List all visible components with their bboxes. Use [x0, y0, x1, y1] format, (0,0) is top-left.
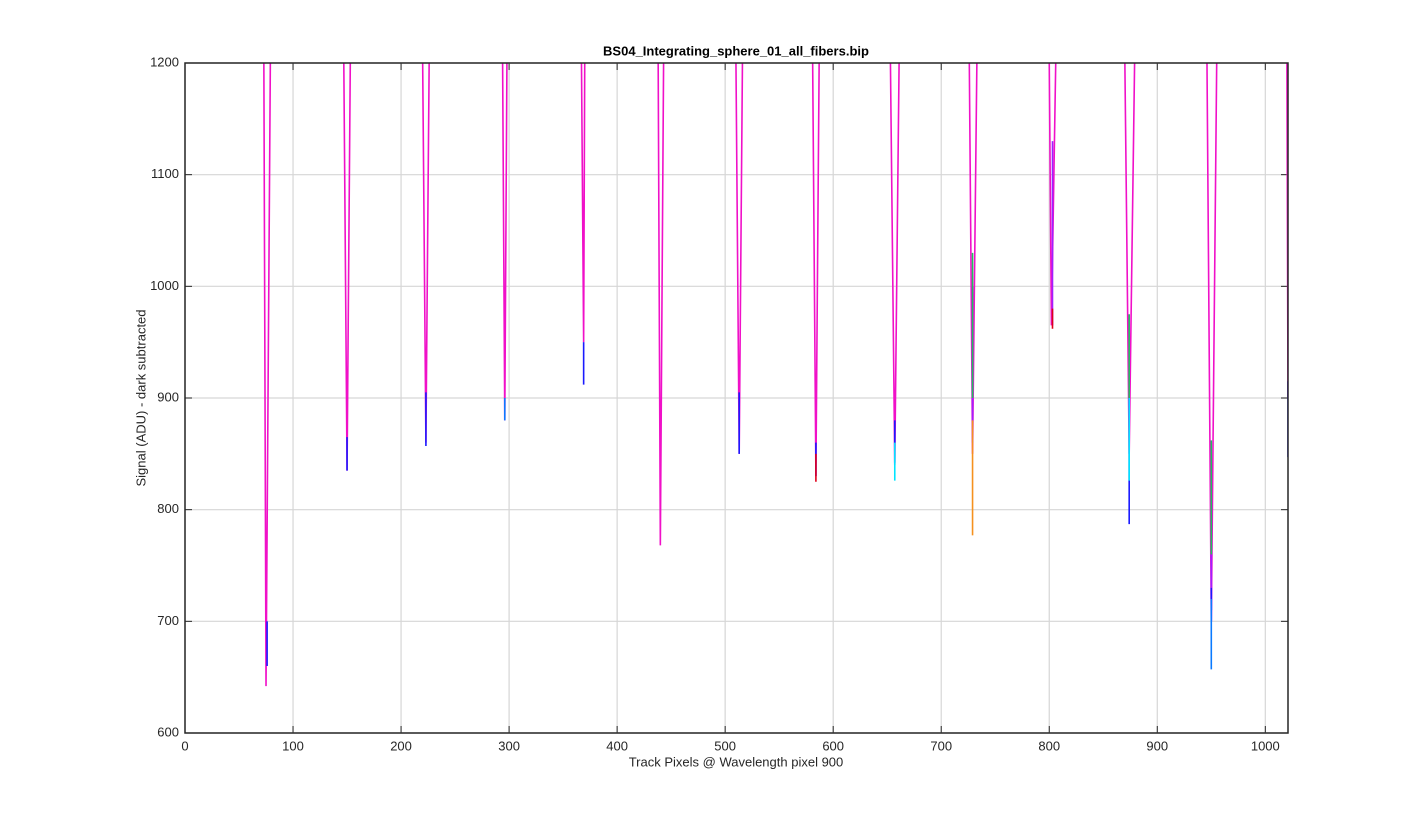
y-tick-label: 1000 — [150, 278, 179, 293]
x-tick-label: 1000 — [1251, 738, 1280, 753]
x-axis-label: Track Pixels @ Wavelength pixel 900 — [629, 754, 844, 769]
y-tick-label: 1100 — [151, 166, 179, 181]
x-tick-label: 900 — [1146, 738, 1168, 753]
data-line — [503, 398, 1213, 670]
x-tick-label: 100 — [282, 738, 304, 753]
y-axis-label: Signal (ADU) - dark subtracted — [133, 309, 148, 486]
x-tick-label: 800 — [1038, 738, 1060, 753]
data-line — [971, 252, 1213, 555]
y-tick-label: 700 — [157, 613, 179, 628]
y-tick-label: 1200 — [150, 54, 179, 69]
x-tick-label: 0 — [181, 738, 188, 753]
y-tick-label: 800 — [157, 501, 179, 516]
data-line — [815, 308, 1054, 482]
x-tick-label: 700 — [930, 738, 952, 753]
x-tick-label: 200 — [390, 738, 412, 753]
x-tick-label: 600 — [822, 738, 844, 753]
axes-box — [184, 62, 1289, 734]
data-line — [971, 141, 1213, 622]
y-tick-label: 900 — [157, 389, 179, 404]
y-tick-label: 600 — [157, 724, 179, 739]
data-line — [263, 63, 1288, 687]
x-tick-label: 300 — [498, 738, 520, 753]
data-line — [266, 342, 1288, 666]
x-tick-label: 400 — [606, 738, 628, 753]
chart-title: BS04_Integrating_sphere_01_all_fibers.bi… — [603, 43, 869, 58]
data-line — [893, 398, 1130, 481]
plot-area — [263, 63, 1288, 687]
x-tick-label: 500 — [714, 738, 736, 753]
